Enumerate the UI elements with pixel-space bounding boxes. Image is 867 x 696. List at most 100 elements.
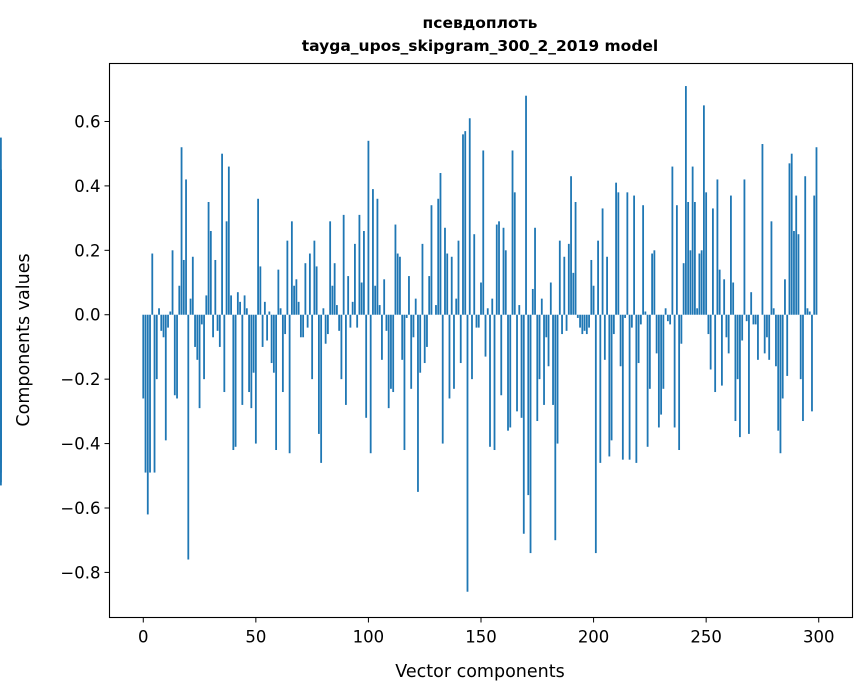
bar-54 [263,301,266,315]
bar-4 [151,253,154,315]
bar-136 [448,314,451,399]
bar-122 [417,314,419,492]
bar-251 [707,314,710,335]
bar-75 [311,314,314,380]
y-axis-label: Components values [14,253,34,426]
bar-214 [624,314,626,318]
bar-161 [504,250,507,315]
bar-10 [164,314,167,441]
bar-81 [324,314,327,344]
bar-230 [660,314,663,415]
bar-266 [741,314,744,341]
bar-236 [673,314,676,428]
y-tick-label: −0.8 [60,563,100,582]
bar-275 [761,144,764,315]
bar-3 [149,314,151,473]
bar-80 [322,308,325,315]
bar-204 [601,208,604,315]
bar-91 [347,276,350,315]
bar-undefined [0,263,2,315]
bar-241 [684,86,687,315]
bar-192 [574,202,577,315]
bar-112 [394,224,397,315]
bar-22 [191,256,194,315]
bar-154 [489,314,491,447]
bar-222 [642,205,645,315]
bar-53 [261,314,264,347]
bar-165 [513,192,516,315]
bar-62 [281,314,284,393]
bar-56 [268,311,271,315]
bar-52 [259,266,262,315]
bar-21 [189,298,192,315]
bar-143 [464,131,467,315]
x-tick-label: 250 [690,628,722,647]
bar-283 [779,314,782,454]
bar-294 [804,176,807,315]
bar-166 [516,314,518,412]
bar-142 [462,134,464,315]
bar-68 [295,279,298,315]
bars-group [0,86,818,592]
y-tick-label: 0.6 [74,112,100,131]
bar-299 [815,147,818,315]
bar-226 [651,253,654,315]
bar-26 [200,314,203,325]
bar-31 [212,314,214,338]
bar-158 [498,221,500,315]
bar-24 [196,314,199,360]
y-tick-label: −0.4 [60,435,100,454]
bar-184 [556,314,559,444]
bar-90 [345,314,347,405]
bar-undefined [0,314,2,393]
bar-246 [696,308,699,315]
bar-37 [225,221,228,315]
bar-149 [477,314,480,328]
bar-28 [205,295,208,315]
bar-253 [712,208,714,315]
bar-98 [363,230,365,315]
bar-144 [466,314,469,592]
bar-48 [250,314,253,409]
bar-202 [597,240,599,315]
bar-150 [480,282,482,315]
bar-239 [680,314,683,344]
bar-51 [257,198,259,315]
bar-291 [797,234,800,315]
bar-95 [356,314,359,328]
bar-110 [390,314,392,389]
bar-255 [716,179,719,315]
bar-160 [502,227,505,315]
bar-11 [167,314,169,328]
bar-125 [423,314,426,364]
bar-268 [745,314,748,322]
bar-83 [329,221,332,315]
bar-126 [426,314,428,347]
bar-115 [401,314,404,360]
bar-58 [272,314,275,373]
bar-193 [576,314,579,318]
bar-8 [160,314,163,331]
bar-undefined [0,295,2,315]
bar-262 [732,282,735,315]
bar-111 [392,314,395,393]
bar-140 [457,240,460,315]
bar-137 [450,256,453,315]
bar-121 [414,298,417,315]
bar-18 [182,259,185,315]
bar-undefined [0,314,2,473]
bar-276 [763,314,766,354]
bar-153 [486,308,489,315]
bar-72 [304,263,307,315]
bar-167 [518,305,521,315]
bar-101 [369,314,372,454]
bar-238 [678,314,681,451]
bar-190 [570,176,572,315]
bar-27 [203,314,205,380]
bar-171 [527,314,530,496]
bar-84 [331,285,334,315]
bar-282 [777,314,780,431]
bar-19 [185,179,187,315]
bar-284 [781,314,784,399]
bar-96 [358,214,361,315]
